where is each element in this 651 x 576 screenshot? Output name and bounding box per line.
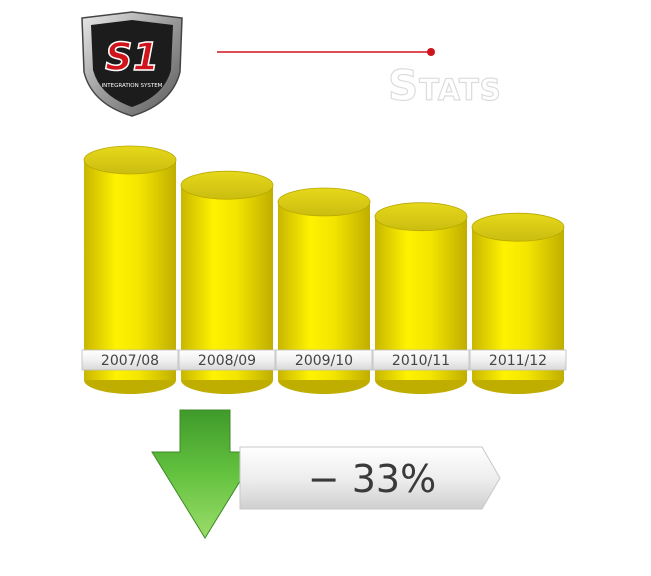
logo-sub-text: INTEGRATION SYSTEM [102,83,163,89]
tick-band-2011/12 [469,349,567,371]
page-title: Stats [388,61,502,110]
logo-shield: S1 INTEGRATION SYSTEM [81,11,183,117]
tick-band-2010/11 [372,349,470,371]
tick-band-2007/08 [81,349,179,371]
tick-label: 2011/12 [489,353,547,369]
tick-label: 2008/09 [198,353,256,369]
header-line-dot [427,48,435,56]
logo-main-text: S1 [105,35,159,79]
tick-label: 2009/10 [295,353,353,369]
tick-label: 2007/08 [101,353,159,369]
change-tag [239,446,501,510]
change-label: − 33% [308,457,436,501]
bar-2008/09 [180,170,274,394]
bar-2007/08 [83,145,177,394]
bar-chart: 2007/08 2008/09 2009/10 2010/11 2011/12 [81,145,567,394]
tick-band-2008/09 [178,349,276,371]
tick-label: 2010/11 [392,353,450,369]
tick-band-2009/10 [275,349,373,371]
down-arrow-icon [151,409,259,539]
